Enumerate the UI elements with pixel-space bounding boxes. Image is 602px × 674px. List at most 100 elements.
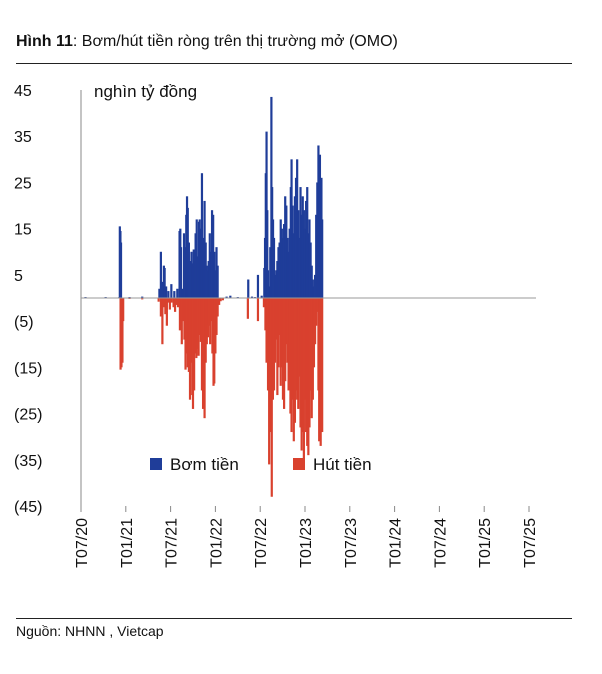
bar-bom-tien — [191, 263, 194, 298]
bar-hut-tien — [270, 298, 273, 497]
bar-bom-tien — [203, 200, 206, 298]
bar-bom-tien — [303, 228, 307, 298]
bar-hut-tien — [293, 298, 297, 423]
x-tick-label: T07/25 — [522, 518, 539, 568]
bar-bom-tien — [291, 205, 294, 298]
bar-hut-tien — [186, 298, 189, 368]
legend-label-bom-tien: Bơm tiền — [170, 455, 239, 474]
bar-hut-tien — [289, 298, 292, 414]
x-tick-label: T01/25 — [477, 518, 494, 568]
bar-hut-tien — [205, 298, 208, 345]
bar-hut-tien — [168, 298, 171, 310]
x-tick-label: T07/21 — [164, 518, 181, 568]
bar-hut-tien — [165, 298, 168, 326]
x-tick-label: T01/21 — [119, 518, 136, 568]
bar-hut-tien — [204, 298, 207, 363]
bar-hut-tien — [157, 298, 160, 302]
bar-bom-tien — [281, 237, 285, 298]
bar-hut-tien — [183, 298, 186, 340]
bar-bom-tien — [216, 265, 219, 298]
bar-bom-tien — [275, 270, 278, 298]
x-axis-ticks: T07/20 T01/21 T07/21 T01/22 T07/22 T01/23 T07/… — [74, 506, 539, 568]
bar-hut-tien — [178, 298, 182, 331]
figure-caption: : Bơm/hút tiền ròng trên thị trường mở (… — [72, 33, 398, 50]
bar-bom-tien — [160, 281, 164, 298]
bar-hut-tien — [213, 298, 216, 384]
bar-hut-tien — [274, 298, 277, 363]
bar-hut-tien — [211, 298, 214, 354]
bar-hut-tien — [207, 298, 211, 326]
bar-hut-tien — [306, 298, 309, 446]
bar-bom-tien — [312, 286, 316, 298]
bar-hut-tien — [162, 298, 165, 308]
legend-label-hut-tien: Hút tiền — [313, 455, 372, 474]
bar-bom-tien — [198, 219, 201, 298]
bar-bom-tien — [214, 270, 217, 298]
bar-hut-tien — [280, 298, 283, 368]
bar-hut-tien — [256, 298, 260, 322]
x-tick-label: T07/22 — [253, 518, 270, 568]
bar-bom-tien — [279, 219, 282, 298]
x-tick-label: T07/24 — [432, 518, 449, 568]
bar-hut-tien — [279, 298, 282, 386]
bar-hut-tien — [121, 298, 124, 363]
bar-hut-tien — [278, 298, 281, 335]
bar-hut-tien — [287, 298, 290, 391]
bar-bom-tien — [280, 228, 283, 298]
bar-hut-tien — [264, 298, 267, 331]
bar-bom-tien — [199, 228, 202, 298]
bar-hut-tien — [298, 298, 301, 377]
bar-bom-tien — [298, 237, 301, 298]
bar-hut-tien — [297, 298, 300, 409]
x-tick-label: T07/20 — [74, 518, 91, 568]
bar-bom-tien — [215, 247, 218, 298]
bar-bom-tien — [268, 286, 271, 298]
y-tick-label: (45) — [14, 499, 42, 516]
bar-hut-tien — [285, 298, 288, 345]
bar-hut-tien — [196, 298, 199, 349]
bar-bom-tien — [206, 270, 209, 298]
bar-bom-tien — [309, 242, 312, 298]
bar-hut-tien — [309, 298, 312, 391]
bar-hut-tien — [282, 298, 286, 409]
bar-bom-tien — [308, 219, 311, 298]
bar-bom-tien — [209, 251, 213, 298]
x-tick-label: T07/23 — [343, 518, 360, 568]
bar-hut-tien — [215, 298, 218, 335]
bar-hut-tien — [180, 298, 183, 345]
bar-hut-tien — [195, 298, 198, 359]
bar-bom-tien — [181, 288, 184, 298]
bar-hut-tien — [315, 298, 318, 326]
bar-hut-tien — [191, 298, 195, 409]
bar-hut-tien — [210, 298, 213, 322]
chart-title: Hình 11: Bơm/hút tiền ròng trên thị trườ… — [16, 33, 398, 51]
bar-bom-tien — [194, 233, 197, 298]
bar-bom-tien — [302, 210, 305, 298]
bar-hut-tien — [172, 298, 175, 308]
bar-bom-tien — [307, 233, 310, 298]
bar-bom-tien — [321, 219, 324, 298]
y-tick-label: 45 — [14, 83, 32, 100]
bar-bom-tien — [195, 219, 198, 298]
bar-hut-tien — [290, 298, 293, 433]
bar-bom-tien — [170, 284, 173, 298]
bar-bom-tien — [315, 214, 318, 298]
bar-bom-tien — [225, 296, 228, 298]
bar-bom-tien — [277, 247, 280, 298]
bar-hut-tien — [275, 298, 278, 340]
bar-hut-tien — [167, 298, 170, 303]
bar-hut-tien — [299, 298, 302, 428]
bar-hut-tien — [313, 298, 317, 345]
bar-bom-tien — [187, 242, 190, 298]
bar-bom-tien — [266, 210, 269, 298]
bar-hut-tien — [182, 298, 185, 322]
bar-hut-tien — [185, 298, 188, 354]
bar-hut-tien — [187, 298, 190, 372]
bar-bom-tien — [294, 177, 298, 298]
bar-bom-tien — [310, 265, 313, 298]
bar-bom-tien — [183, 247, 186, 298]
bar-hut-tien — [307, 298, 310, 456]
bar-bom-tien — [297, 210, 300, 298]
bar-bom-tien — [293, 196, 297, 298]
bar-bom-tien — [299, 187, 302, 298]
